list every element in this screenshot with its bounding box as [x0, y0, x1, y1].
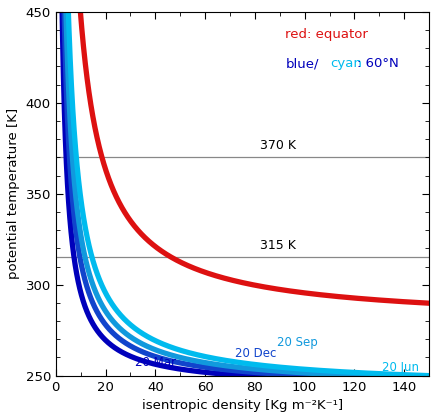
Text: 20 Jun: 20 Jun [382, 361, 419, 374]
Text: cyan: cyan [330, 57, 362, 70]
Text: 370 K: 370 K [260, 139, 296, 152]
Text: 20 Sep: 20 Sep [277, 336, 318, 349]
Text: : 60°N: : 60°N [358, 57, 399, 70]
Text: 20 Dec: 20 Dec [235, 347, 276, 360]
Text: 20 Mar: 20 Mar [135, 356, 177, 369]
Text: blue/: blue/ [285, 57, 319, 70]
Y-axis label: potential temperature [K]: potential temperature [K] [7, 108, 20, 279]
X-axis label: isentropic density [Kg m⁻²K⁻¹]: isentropic density [Kg m⁻²K⁻¹] [142, 399, 343, 412]
Text: 315 K: 315 K [260, 239, 296, 252]
Text: red: equator: red: equator [285, 28, 368, 41]
